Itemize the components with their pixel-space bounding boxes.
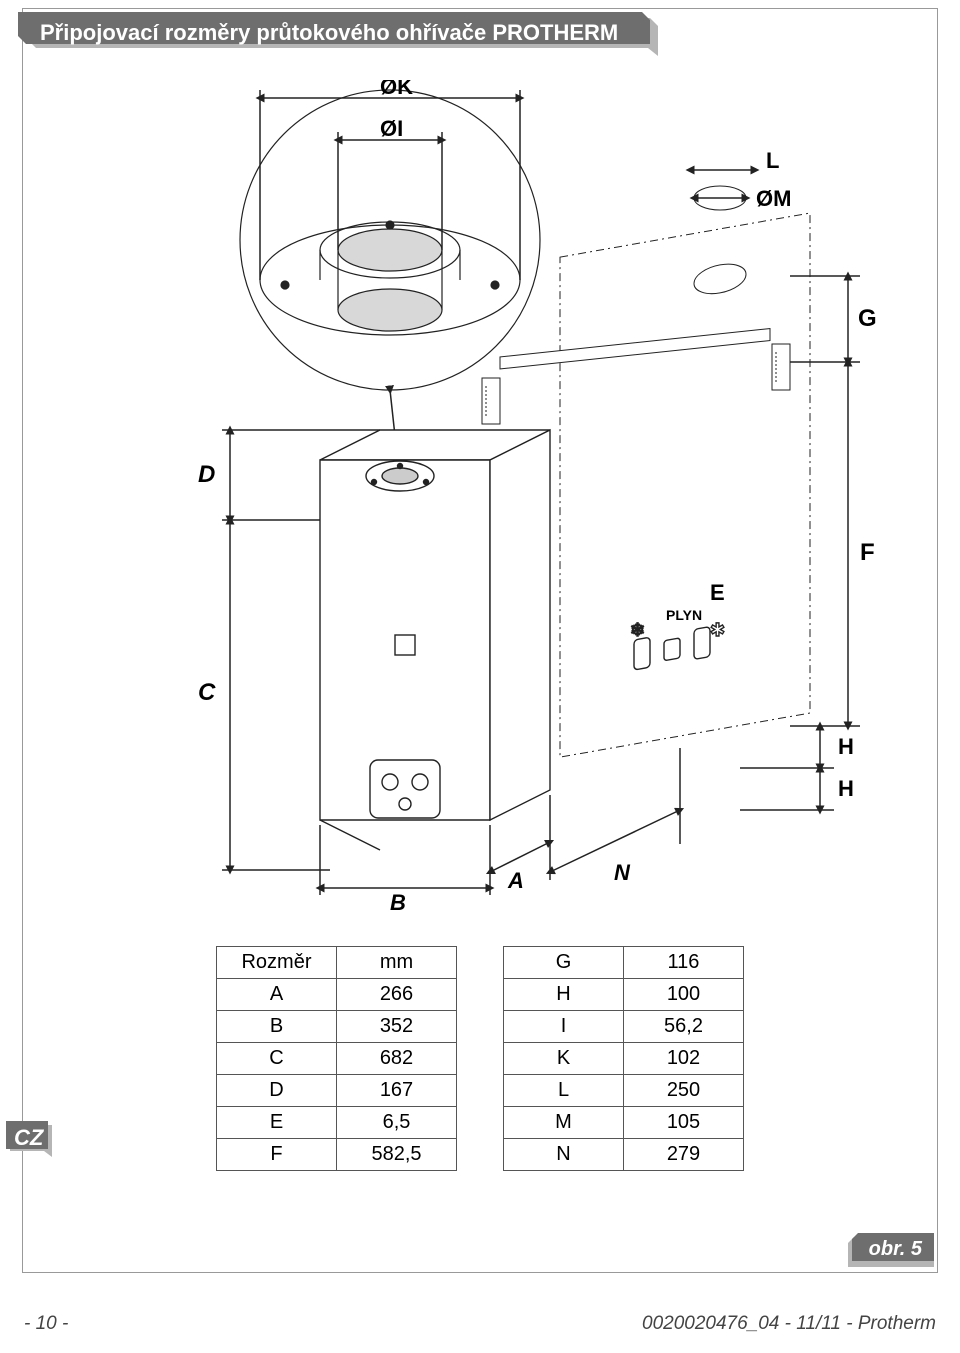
table-row: H100: [504, 979, 744, 1011]
heater-body: [320, 430, 550, 850]
svg-text:✱: ✱: [710, 620, 725, 640]
table-row: I56,2: [504, 1011, 744, 1043]
label-plyn: PLYN: [666, 607, 702, 623]
label-B: B: [390, 890, 406, 910]
dimension-tables: Rozměr mm A266 B352 C682 D167 E6,5 F582,…: [0, 946, 960, 1171]
label-H2: H: [838, 776, 854, 801]
section-header: Připojovací rozměry průtokového ohřívače…: [26, 12, 656, 80]
language-tab: CZ: [6, 1121, 52, 1157]
language-label: CZ: [6, 1121, 52, 1155]
dimensions-diagram: ØK ØI: [90, 80, 890, 910]
page-footer: - 10 - 0020020476_04 - 11/11 - Protherm: [24, 1313, 936, 1335]
table-row: F582,5: [217, 1139, 457, 1171]
figure-tab: obr. 5: [848, 1233, 934, 1269]
table-row: M105: [504, 1107, 744, 1139]
label-om: ØM: [756, 186, 791, 211]
table-row: Rozměr mm: [217, 947, 457, 979]
document-code: 0020020476_04 - 11/11 - Protherm: [642, 1313, 936, 1335]
figure-label: obr. 5: [848, 1233, 934, 1266]
table-row: E6,5: [217, 1107, 457, 1139]
label-oi: ØI: [380, 116, 403, 141]
section-title: Připojovací rozměry průtokového ohřívače…: [26, 12, 656, 80]
label-ok: ØK: [380, 80, 413, 99]
table-row: K102: [504, 1043, 744, 1075]
page: Připojovací rozměry průtokového ohřívače…: [0, 0, 960, 1353]
table-row: N279: [504, 1139, 744, 1171]
label-H1: H: [838, 734, 854, 759]
table-right: G116 H100 I56,2 K102 L250 M105 N279: [503, 946, 744, 1171]
table-header-cell: mm: [337, 947, 457, 979]
svg-text:❄: ❄: [630, 620, 645, 640]
table-row: A266: [217, 979, 457, 1011]
page-number: - 10 -: [24, 1313, 68, 1335]
label-G: G: [858, 305, 877, 332]
table-row: G116: [504, 947, 744, 979]
table-left: Rozměr mm A266 B352 C682 D167 E6,5 F582,…: [216, 946, 457, 1171]
table-header-cell: Rozměr: [217, 947, 337, 979]
label-A: A: [507, 868, 524, 893]
table-row: L250: [504, 1075, 744, 1107]
label-E: E: [710, 580, 725, 605]
label-F: F: [860, 539, 875, 566]
table-row: B352: [217, 1011, 457, 1043]
label-L: L: [766, 148, 779, 173]
label-N: N: [614, 860, 631, 885]
table-row: C682: [217, 1043, 457, 1075]
label-C: C: [198, 679, 216, 706]
label-D: D: [198, 461, 215, 488]
table-row: D167: [217, 1075, 457, 1107]
